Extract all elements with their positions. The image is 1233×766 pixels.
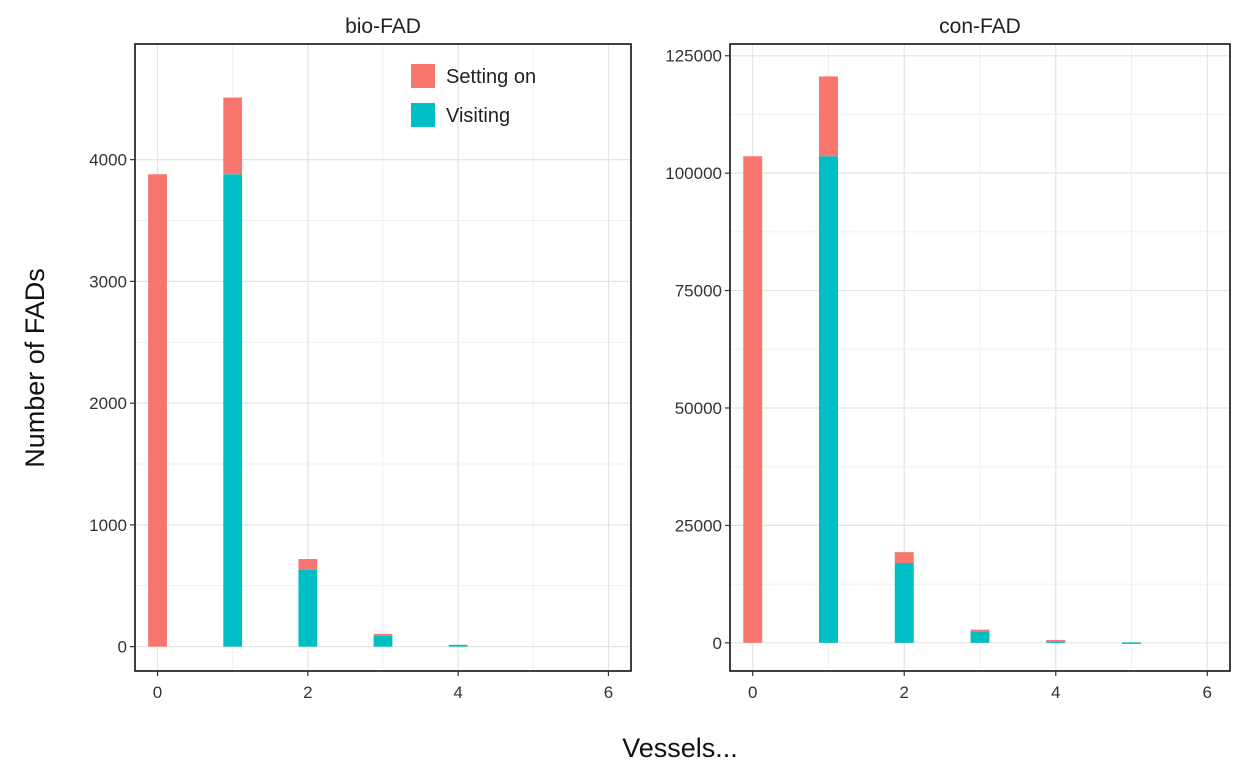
- panel-border: [729, 43, 1231, 672]
- bar-visiting: [970, 632, 990, 643]
- legend-label: Visiting: [446, 105, 510, 127]
- y-tick-label: 2000: [89, 394, 127, 413]
- bar-setting-on: [819, 76, 838, 157]
- bar-visiting: [819, 156, 838, 643]
- y-tick-label: 0: [118, 638, 127, 657]
- bar-setting-on: [148, 174, 167, 647]
- y-tick-label: 3000: [89, 272, 127, 291]
- legend: Setting on Visiting: [411, 64, 536, 127]
- x-tick-label: 2: [900, 683, 909, 702]
- y-tick-label: 125000: [665, 47, 722, 66]
- bar-setting-on: [743, 156, 763, 643]
- panel-2: con-FAD 0 25000 50000 75000 100000 125000 0 2 4 6: [665, 15, 1231, 702]
- x-axis-title: Vessels...: [622, 733, 738, 763]
- legend-swatch-setting-on: [411, 64, 435, 88]
- y-tick-label: 25000: [675, 516, 722, 535]
- bar-setting-on: [373, 633, 393, 636]
- y-axis-title: Number of FADs: [20, 268, 50, 468]
- bar-setting-on: [970, 629, 990, 633]
- bar-setting-on: [223, 97, 243, 175]
- y-tick-label: 1000: [89, 516, 127, 535]
- x-tick-label: 2: [303, 683, 312, 702]
- x-tick-label: 4: [1051, 683, 1060, 702]
- x-tick-label: 6: [1203, 683, 1212, 702]
- legend-swatch-visiting: [411, 103, 435, 127]
- x-tick-label: 0: [153, 683, 162, 702]
- bar-visiting: [448, 644, 468, 647]
- bar-visiting: [1046, 640, 1066, 643]
- y-tick-label: 75000: [675, 282, 722, 301]
- bar-visiting: [894, 562, 914, 643]
- chart-panels: bio-FAD 0 1000 2000 3000 4000 0 2 4 6 Setting on Vi…: [89, 15, 1231, 702]
- bar-visiting: [1122, 642, 1141, 644]
- y-tick-label: 4000: [89, 151, 127, 170]
- legend-label: Setting on: [446, 66, 536, 88]
- bar-setting-on: [894, 552, 914, 563]
- bar-visiting: [373, 635, 393, 647]
- panel-border: [134, 43, 632, 672]
- y-tick-label: 100000: [665, 164, 722, 183]
- bar-visiting: [223, 174, 243, 647]
- y-tick-label: 50000: [675, 399, 722, 418]
- x-tick-label: 6: [604, 683, 613, 702]
- panel-title: bio-FAD: [345, 15, 421, 38]
- y-tick-label: 0: [713, 634, 722, 653]
- bar-visiting: [298, 569, 318, 647]
- bar-setting-on: [298, 558, 318, 570]
- bar-setting-on: [1046, 640, 1066, 642]
- x-tick-label: 0: [748, 683, 757, 702]
- panel-title: con-FAD: [939, 15, 1021, 38]
- x-tick-label: 4: [453, 683, 462, 702]
- panel-1: bio-FAD 0 1000 2000 3000 4000 0 2 4 6 Setting on Vi…: [89, 15, 632, 702]
